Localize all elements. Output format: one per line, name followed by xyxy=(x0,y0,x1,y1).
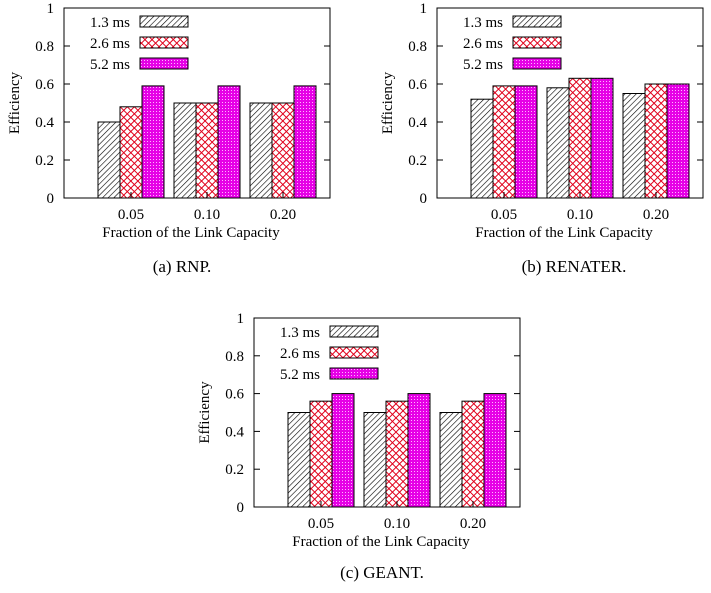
y-tick-label: 0.6 xyxy=(225,387,244,403)
legend-label: 2.6 ms xyxy=(280,346,320,362)
bar xyxy=(288,413,310,508)
x-tick-label: 0.10 xyxy=(194,207,220,223)
bar xyxy=(591,78,613,198)
y-tick-label: 0.4 xyxy=(225,424,244,440)
y-tick-label: 1 xyxy=(237,311,245,327)
y-tick-label: 0.4 xyxy=(35,115,54,131)
y-tick-label: 0.2 xyxy=(35,153,54,169)
bar xyxy=(462,401,484,507)
bar xyxy=(142,86,164,198)
y-tick-label: 0.2 xyxy=(225,462,244,478)
x-axis-label: Fraction of the Link Capacity xyxy=(475,225,653,241)
bar xyxy=(515,86,537,198)
y-tick-label: 0.8 xyxy=(225,349,244,365)
legend-swatch xyxy=(330,326,378,337)
legend-swatch xyxy=(140,37,188,48)
legend-label: 5.2 ms xyxy=(280,367,320,383)
subfigure-caption: (c) GEANT. xyxy=(340,563,424,582)
x-tick-label: 0.20 xyxy=(270,207,296,223)
bar xyxy=(493,86,515,198)
y-axis-label: Efficiency xyxy=(197,381,213,444)
bar xyxy=(408,394,430,507)
bar xyxy=(386,401,408,507)
bar xyxy=(250,103,272,198)
bar xyxy=(623,94,645,199)
legend-swatch xyxy=(513,16,561,27)
x-tick-label: 0.05 xyxy=(308,516,334,532)
x-tick-label: 0.10 xyxy=(567,207,593,223)
y-tick-label: 1 xyxy=(420,1,428,17)
legend-swatch xyxy=(330,347,378,358)
legend-label: 2.6 ms xyxy=(463,36,503,52)
x-tick-label: 0.05 xyxy=(491,207,517,223)
charts-layer: 00.20.40.60.810.05 0.10 0.201.3 ms2.6 ms5.… xyxy=(7,1,703,582)
bar xyxy=(310,401,332,507)
bar xyxy=(120,107,142,198)
bar xyxy=(484,394,506,507)
x-axis-label: Fraction of the Link Capacity xyxy=(102,225,280,241)
legend-label: 2.6 ms xyxy=(90,36,130,52)
legend-swatch xyxy=(140,58,188,69)
bar xyxy=(218,86,240,198)
y-tick-label: 0.2 xyxy=(408,153,427,169)
y-tick-label: 0 xyxy=(47,191,55,207)
legend-swatch xyxy=(513,58,561,69)
bar xyxy=(440,413,462,508)
legend-swatch xyxy=(330,368,378,379)
bar xyxy=(547,88,569,198)
bar xyxy=(667,84,689,198)
y-tick-label: 0 xyxy=(420,191,428,207)
y-tick-label: 0.6 xyxy=(408,77,427,93)
y-tick-label: 0.6 xyxy=(35,77,54,93)
bar xyxy=(332,394,354,507)
y-axis-label: Efficiency xyxy=(7,71,23,134)
bar xyxy=(569,78,591,198)
chart-panel: 0 0.2 0.4 0.6 0.8 1 0.05 0.10 0.20 1.3 ms 2.6 ms 5.… xyxy=(7,1,330,276)
legend-label: 5.2 ms xyxy=(463,57,503,73)
bar xyxy=(196,103,218,198)
x-tick-label: 0.05 xyxy=(118,207,144,223)
x-tick-label: 0.20 xyxy=(460,516,486,532)
legend-label: 1.3 ms xyxy=(280,325,320,341)
legend-label: 5.2 ms xyxy=(90,57,130,73)
subfigure-caption: (b) RENATER. xyxy=(522,257,627,276)
legend-label: 1.3 ms xyxy=(463,15,503,31)
legend-swatch xyxy=(513,37,561,48)
y-axis-label: Efficiency xyxy=(380,71,396,134)
chart-panel: 0 0.2 0.4 0.6 0.8 1 0.05 0.10 0.20 1.3 ms 2.6 ms 5.… xyxy=(197,311,520,582)
subfigure-caption: (a) RNP. xyxy=(153,257,212,276)
bar xyxy=(471,99,493,198)
legend-label: 1.3 ms xyxy=(90,15,130,31)
y-tick-label: 1 xyxy=(47,1,55,17)
bar xyxy=(645,84,667,198)
x-tick-label: 0.20 xyxy=(643,207,669,223)
y-tick-label: 0.4 xyxy=(408,115,427,131)
x-axis-label: Fraction of the Link Capacity xyxy=(292,534,470,550)
y-tick-label: 0.8 xyxy=(35,39,54,55)
bar xyxy=(364,413,386,508)
bar xyxy=(174,103,196,198)
y-tick-label: 0.8 xyxy=(408,39,427,55)
y-tick-label: 0 xyxy=(237,500,245,516)
bar xyxy=(272,103,294,198)
chart-panel: 0 0.2 0.4 0.6 0.8 1 0.05 0.10 0.20 1.3 ms 2.6 ms 5.… xyxy=(380,1,703,276)
bar xyxy=(294,86,316,198)
x-tick-label: 0.10 xyxy=(384,516,410,532)
bar xyxy=(98,122,120,198)
legend-swatch xyxy=(140,16,188,27)
